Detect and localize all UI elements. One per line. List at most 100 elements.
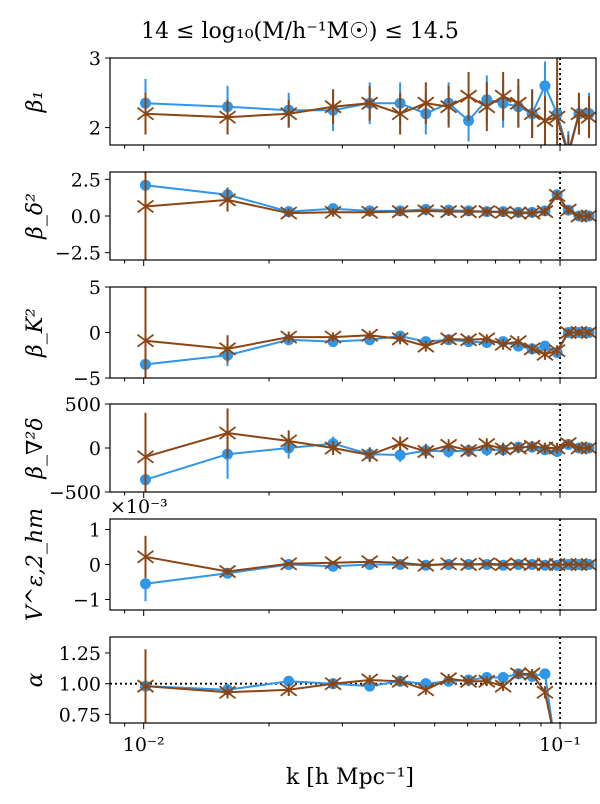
data-point — [361, 96, 379, 110]
x-marker-stroke — [460, 443, 478, 458]
x-marker-stroke — [460, 557, 478, 572]
chart-title: 14 ≤ log₁₀(M/h⁻¹M☉) ≤ 14.5 — [141, 19, 459, 44]
x-marker-stroke — [440, 557, 458, 571]
data-point — [391, 204, 409, 219]
series-b — [136, 649, 554, 723]
data-point — [394, 449, 406, 461]
panel-frame — [109, 57, 597, 146]
data-point — [417, 558, 435, 572]
x-marker-stroke — [219, 564, 237, 579]
data-point — [391, 332, 409, 346]
y-tick-label: 1.00 — [59, 674, 101, 696]
data-point — [420, 678, 432, 690]
x-marker-stroke — [548, 188, 566, 203]
data-point — [136, 199, 155, 214]
data-point — [440, 332, 458, 346]
data-point — [509, 334, 527, 349]
data-point — [580, 209, 596, 223]
x-marker-stroke — [361, 554, 379, 569]
series-line — [145, 331, 590, 356]
data-point — [417, 96, 435, 110]
x-marker-stroke — [417, 339, 435, 353]
data-point — [460, 89, 478, 103]
x-marker-stroke — [391, 556, 409, 570]
x-marker-stroke — [324, 205, 342, 220]
x-marker-stroke — [361, 673, 379, 687]
data-point — [478, 204, 496, 219]
data-point — [478, 332, 496, 346]
panel-plot-area — [136, 519, 596, 610]
data-point — [440, 672, 458, 686]
x-marker-stroke — [280, 330, 298, 344]
data-point — [280, 330, 298, 344]
y-axis-label: β_∇²δ — [23, 417, 48, 479]
data-point — [536, 113, 554, 128]
x-marker-stroke — [536, 204, 554, 219]
data-point — [580, 441, 596, 455]
x-marker-stroke — [460, 89, 478, 103]
data-point — [523, 557, 541, 572]
x-marker-stroke — [324, 100, 342, 114]
y-offset-label: ×10⁻³ — [110, 496, 168, 518]
panel-plot-area — [136, 172, 596, 260]
x-marker-stroke — [219, 426, 237, 440]
series-line — [145, 555, 590, 573]
series-b — [136, 172, 596, 260]
x-marker-stroke — [391, 106, 409, 121]
x-marker-stroke — [440, 332, 458, 346]
panel-frame — [109, 171, 597, 261]
data-point — [324, 556, 342, 570]
y-tick-label: −5 — [73, 368, 101, 390]
x-axis-label: k [h Mpc⁻¹] — [286, 765, 414, 790]
data-point — [494, 337, 512, 352]
y-tick-label: 2.5 — [71, 169, 101, 191]
data-point — [460, 333, 478, 347]
data-point — [280, 434, 298, 448]
data-point — [283, 675, 295, 687]
data-point — [324, 330, 342, 344]
y-axis-label: β₁ — [23, 91, 48, 114]
data-point — [509, 557, 527, 571]
x-marker-stroke — [494, 205, 512, 220]
x-marker-stroke — [440, 672, 458, 686]
x-marker-stroke — [136, 550, 155, 564]
x-marker-stroke — [280, 106, 298, 121]
data-point — [324, 100, 342, 114]
x-marker-stroke — [580, 110, 596, 124]
data-point — [460, 443, 478, 458]
series-line — [145, 95, 590, 145]
x-marker-stroke — [440, 204, 458, 219]
data-point — [494, 89, 512, 103]
data-point — [136, 333, 155, 348]
x-marker-stroke — [580, 558, 596, 572]
data-point — [460, 204, 478, 219]
data-point — [548, 343, 566, 358]
data-point — [139, 578, 151, 590]
data-point — [523, 667, 541, 681]
x-marker-stroke — [509, 206, 527, 220]
x-marker-stroke — [536, 347, 554, 362]
x-marker-stroke — [536, 113, 554, 128]
panel-plot-area — [136, 404, 596, 492]
x-marker-stroke — [219, 342, 237, 356]
y-tick-label: 0.75 — [59, 704, 101, 726]
x-marker-stroke — [548, 110, 566, 124]
data-point — [494, 442, 512, 456]
data-point — [548, 188, 566, 203]
data-point — [497, 672, 509, 684]
data-point — [580, 110, 596, 124]
x-marker-stroke — [523, 342, 541, 356]
panel-1: 2 3 β₁ — [23, 48, 597, 151]
data-point — [280, 206, 298, 220]
x-marker-stroke — [536, 685, 554, 700]
series-b — [136, 287, 596, 378]
x-marker-stroke — [361, 205, 379, 220]
data-point — [417, 339, 435, 353]
data-point — [580, 325, 596, 340]
x-marker-stroke — [361, 448, 379, 462]
x-marker-stroke — [580, 209, 596, 223]
y-axis-label: β_K² — [23, 308, 48, 358]
data-point — [417, 444, 435, 459]
panel-6: 1.25 1.00 0.75 α — [23, 636, 597, 729]
